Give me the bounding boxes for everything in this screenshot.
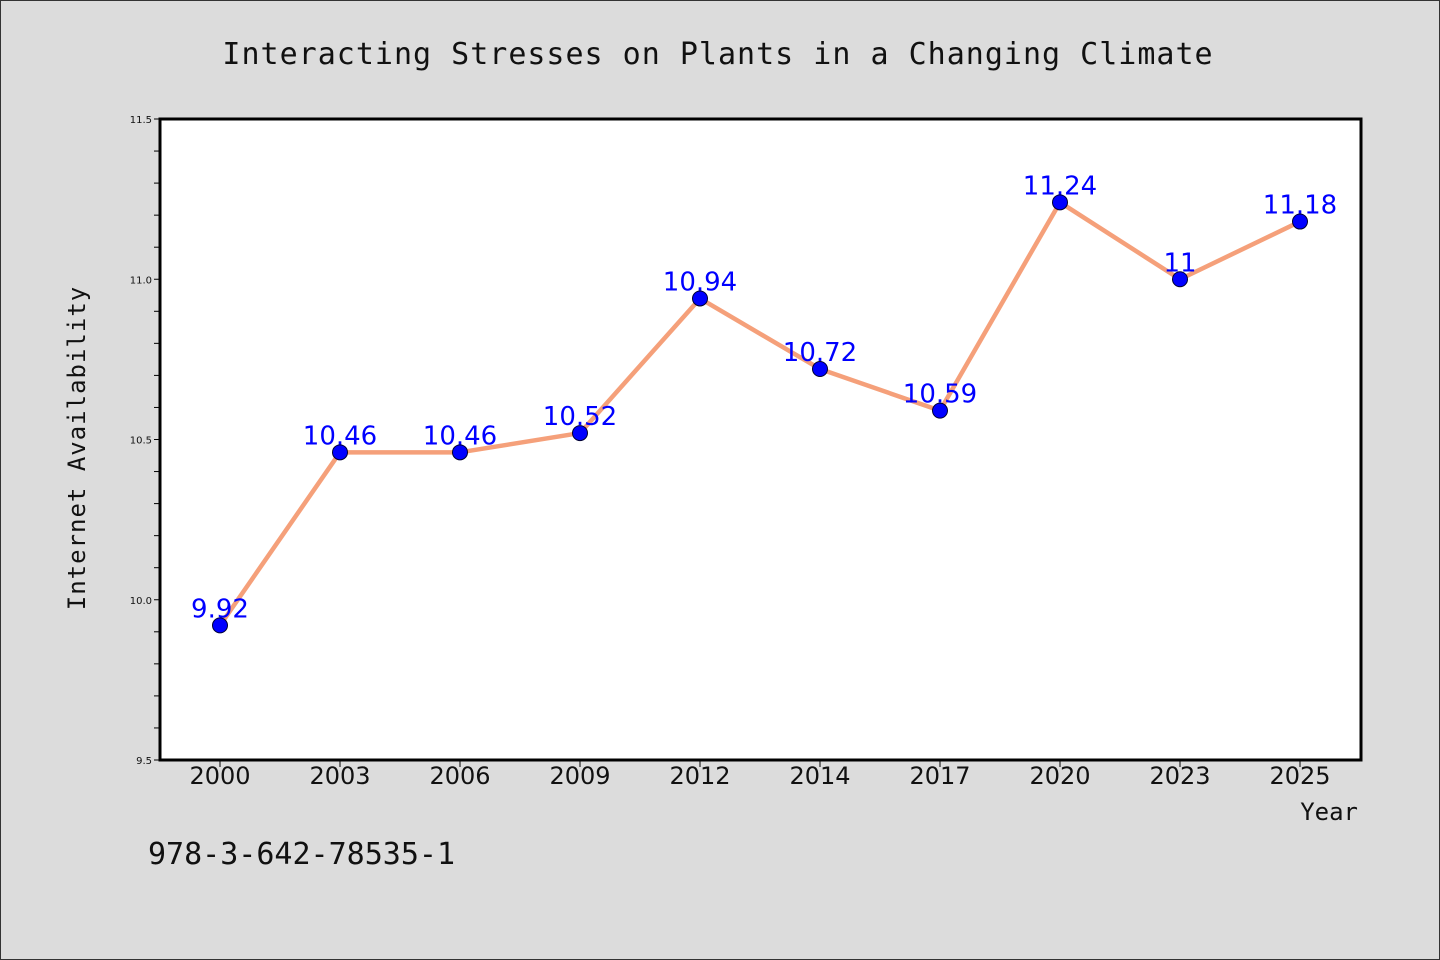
- data-label: 11.18: [1263, 191, 1337, 221]
- x-tick-label: 2009: [549, 762, 610, 790]
- data-point-marker: [212, 617, 228, 634]
- x-tick-label: 2006: [429, 762, 490, 790]
- data-point-marker: [1292, 213, 1308, 230]
- y-tick-label: 10.0: [130, 596, 152, 607]
- y-tick-label: 11.0: [130, 275, 152, 286]
- data-point-marker: [1172, 271, 1188, 288]
- data-label: 11.24: [1023, 171, 1097, 201]
- x-axis-label: Year: [1300, 798, 1358, 826]
- x-tick-label: 2025: [1269, 762, 1330, 790]
- y-axis: 9.5 10.0 10.5 11.0 11.5: [130, 115, 160, 767]
- data-point-marker: [1052, 194, 1068, 211]
- data-point-marker: [692, 290, 708, 307]
- y-tick-label: 9.5: [136, 756, 152, 767]
- data-label: 9.92: [191, 594, 249, 624]
- data-point-marker: [932, 402, 948, 419]
- data-point-marker: [452, 444, 468, 461]
- data-label: 10.72: [783, 338, 857, 368]
- plot-area: [158, 117, 1363, 762]
- data-labels-group: 9.92 10.46 10.46 10.52 10.94 10.72 10.59 11.24 1…: [191, 171, 1337, 624]
- x-tick-label: 2014: [789, 762, 850, 790]
- x-tick-label: 2003: [309, 762, 370, 790]
- series-line-group: [212, 194, 1308, 634]
- data-point-marker: [572, 425, 588, 442]
- y-tick-label: 11.5: [130, 115, 152, 126]
- x-tick-label: 2020: [1029, 762, 1090, 790]
- data-point-marker: [332, 444, 348, 461]
- x-axis: 2000 2003 2006 2009 2012 2014 2017 2020 2023 2025: [189, 760, 1331, 790]
- y-axis-label: Internet Availability: [63, 286, 91, 610]
- isbn-footnote: 978-3-642-78535-1: [148, 837, 455, 872]
- data-label: 10.94: [663, 267, 737, 297]
- data-label: 10.52: [543, 402, 617, 432]
- data-label: 10.46: [303, 421, 377, 451]
- data-label: 11: [1163, 248, 1196, 278]
- x-tick-label: 2000: [189, 762, 250, 790]
- series-line: [218, 200, 1301, 627]
- data-label: 10.59: [903, 380, 977, 410]
- x-tick-label: 2023: [1149, 762, 1210, 790]
- x-tick-label: 2012: [669, 762, 730, 790]
- y-tick-label: 10.5: [130, 436, 152, 447]
- data-label: 10.46: [423, 421, 497, 451]
- x-tick-label: 2017: [909, 762, 970, 790]
- data-point-marker: [812, 360, 828, 377]
- chart-title: Interacting Stresses on Plants in a Chan…: [222, 37, 1213, 72]
